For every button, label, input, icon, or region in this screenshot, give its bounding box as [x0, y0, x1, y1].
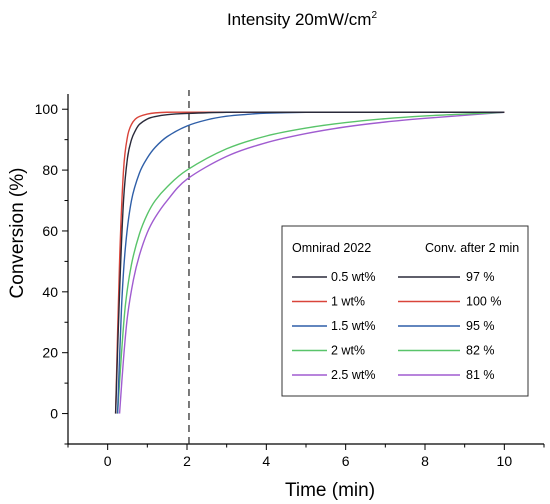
series-lines	[114, 111, 505, 414]
y-tick-label-20: 20	[42, 345, 58, 361]
y-tick-label-40: 40	[42, 284, 58, 300]
legend-title: Omnirad 2022	[292, 241, 371, 255]
y-tick-label-60: 60	[42, 223, 58, 239]
x-tick-label-8: 8	[421, 453, 429, 469]
x-tick-label-10: 10	[497, 453, 513, 469]
legend-conv-value-1-wt-: 100 %	[466, 295, 501, 309]
y-axis-label: Conversion (%)	[7, 168, 28, 299]
legend-rows: 0.5 wt% 97 % 1 wt% 100 % 1.5 wt% 95 % 2 wt% 82 …	[292, 270, 501, 382]
series-line-2.5-wt-	[118, 111, 505, 414]
chart-title-superscript: 2	[371, 10, 377, 21]
legend-box	[281, 225, 529, 397]
y-tick-label-80: 80	[42, 162, 58, 178]
series-line-0.5-wt-	[114, 111, 505, 414]
legend-conv-value-1.5-wt-: 95 %	[466, 319, 495, 333]
x-tick-label-2: 2	[183, 453, 191, 469]
chart-title: Intensity 20mW/cm2	[227, 10, 378, 29]
series-line-2-wt-	[116, 111, 505, 414]
legend-conv-value-0.5-wt-: 97 %	[466, 270, 495, 284]
x-tick-label-0: 0	[104, 453, 112, 469]
legend-label-1.5-wt-: 1.5 wt%	[331, 319, 375, 333]
chart-title-text: Intensity 20mW/cm	[227, 10, 372, 29]
x-tick-label-4: 4	[262, 453, 270, 469]
legend-label-1-wt-: 1 wt%	[331, 295, 365, 309]
x-tick-label-6: 6	[342, 453, 350, 469]
x-axis-label: Time (min)	[285, 480, 375, 501]
legend-label-0.5-wt-: 0.5 wt%	[331, 270, 375, 284]
y-tick-label-100: 100	[35, 101, 59, 117]
legend-conv-value-2-wt-: 82 %	[466, 344, 495, 358]
legend: Omnirad 2022 Conv. after 2 min 0.5 wt% 97…	[281, 225, 529, 397]
legend-conv-value-2.5-wt-: 81 %	[466, 368, 495, 382]
legend-label-2-wt-: 2 wt%	[331, 344, 365, 358]
y-tick-label-0: 0	[50, 406, 58, 422]
legend-header-right: Conv. after 2 min	[425, 241, 519, 255]
legend-label-2.5-wt-: 2.5 wt%	[331, 368, 375, 382]
